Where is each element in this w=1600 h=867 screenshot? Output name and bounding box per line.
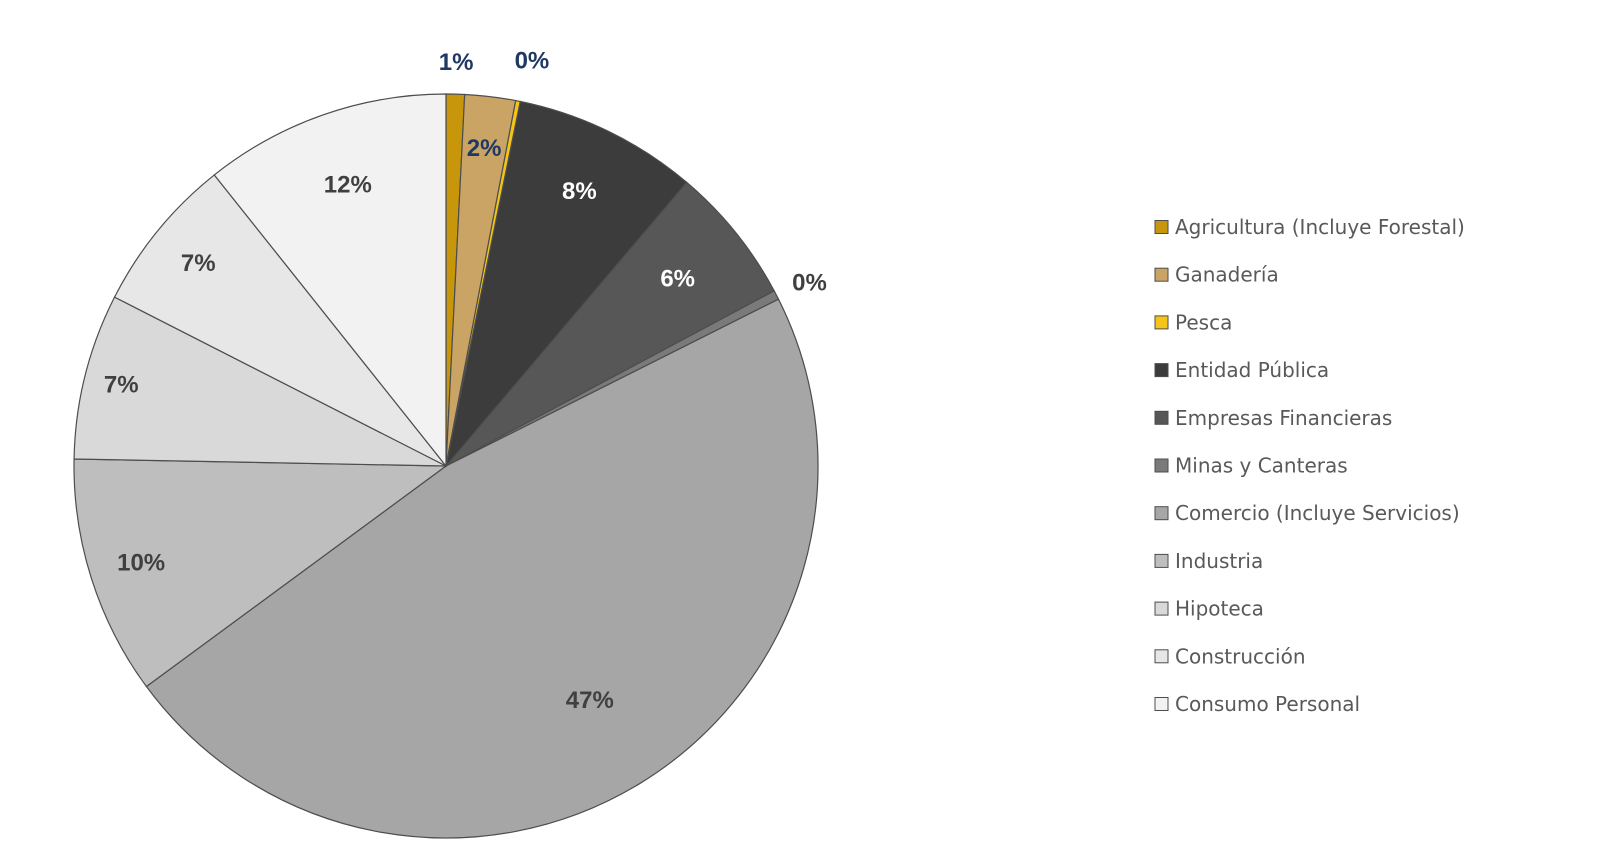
data-label-6: 0% <box>792 270 827 297</box>
legend-swatch <box>1154 267 1169 282</box>
legend-label: Empresas Financieras <box>1175 406 1392 430</box>
legend-label: Consumo Personal <box>1175 692 1360 716</box>
legend-label: Pesca <box>1175 310 1232 334</box>
legend-swatch <box>1154 363 1169 378</box>
data-label-4: 8% <box>562 178 597 205</box>
legend-swatch <box>1154 697 1169 711</box>
legend-swatch <box>1154 220 1169 234</box>
legend-label: Industria <box>1175 549 1263 573</box>
pie-slice-5 <box>445 181 776 467</box>
legend-swatch <box>1154 458 1169 473</box>
legend-label: Comercio (Incluye Servicios) <box>1175 501 1460 525</box>
legend-swatch <box>1154 649 1169 664</box>
legend-label: Ganadería <box>1175 263 1279 287</box>
legend-label: Minas y Canteras <box>1175 454 1348 478</box>
legend-item-1: Agricultura (Incluye Forestal) <box>1154 215 1465 239</box>
pie-slice-9 <box>73 296 447 467</box>
legend-label: Construcción <box>1175 644 1306 668</box>
legend-label: Agricultura (Incluye Forestal) <box>1175 215 1465 239</box>
legend-swatch <box>1154 506 1169 521</box>
pie-slice-8 <box>73 458 448 688</box>
legend-swatch <box>1154 553 1169 568</box>
legend-label: Entidad Pública <box>1175 358 1329 382</box>
pie-slice-7 <box>145 298 819 839</box>
legend-swatch <box>1154 315 1169 330</box>
legend-item-11: Consumo Personal <box>1154 692 1360 716</box>
pie-slice-10 <box>113 174 447 467</box>
pie-slices <box>73 93 819 839</box>
legend-item-9: Hipoteca <box>1154 597 1264 621</box>
legend-item-2: Ganadería <box>1154 263 1279 287</box>
pie-slice-4 <box>445 100 688 467</box>
data-label-3: 0% <box>515 47 550 74</box>
data-label-7: 47% <box>566 687 614 714</box>
data-label-8: 10% <box>117 549 165 576</box>
legend-item-8: Industria <box>1154 549 1263 573</box>
legend-swatch <box>1154 410 1169 425</box>
data-label-10: 7% <box>181 250 216 277</box>
data-label-9: 7% <box>104 371 139 398</box>
legend-item-4: Entidad Pública <box>1154 358 1329 382</box>
legend-item-10: Construcción <box>1154 644 1306 668</box>
legend-item-5: Empresas Financieras <box>1154 406 1392 430</box>
legend: Agricultura (Incluye Forestal) Ganadería P… <box>1154 215 1465 716</box>
pie-data-labels: 1% 2% 0% 8% 6% 0% 47% 10% 7% 7% 12% <box>104 47 827 714</box>
legend-item-6: Minas y Canteras <box>1154 454 1348 478</box>
data-label-1: 1% <box>439 49 474 76</box>
legend-item-3: Pesca <box>1154 310 1232 334</box>
legend-item-7: Comercio (Incluye Servicios) <box>1154 501 1460 525</box>
legend-label: Hipoteca <box>1175 597 1264 621</box>
data-label-11: 12% <box>324 172 372 199</box>
data-label-2: 2% <box>467 135 502 162</box>
data-label-5: 6% <box>660 266 695 293</box>
pie-slice-11 <box>213 93 447 468</box>
legend-swatch <box>1154 601 1169 616</box>
